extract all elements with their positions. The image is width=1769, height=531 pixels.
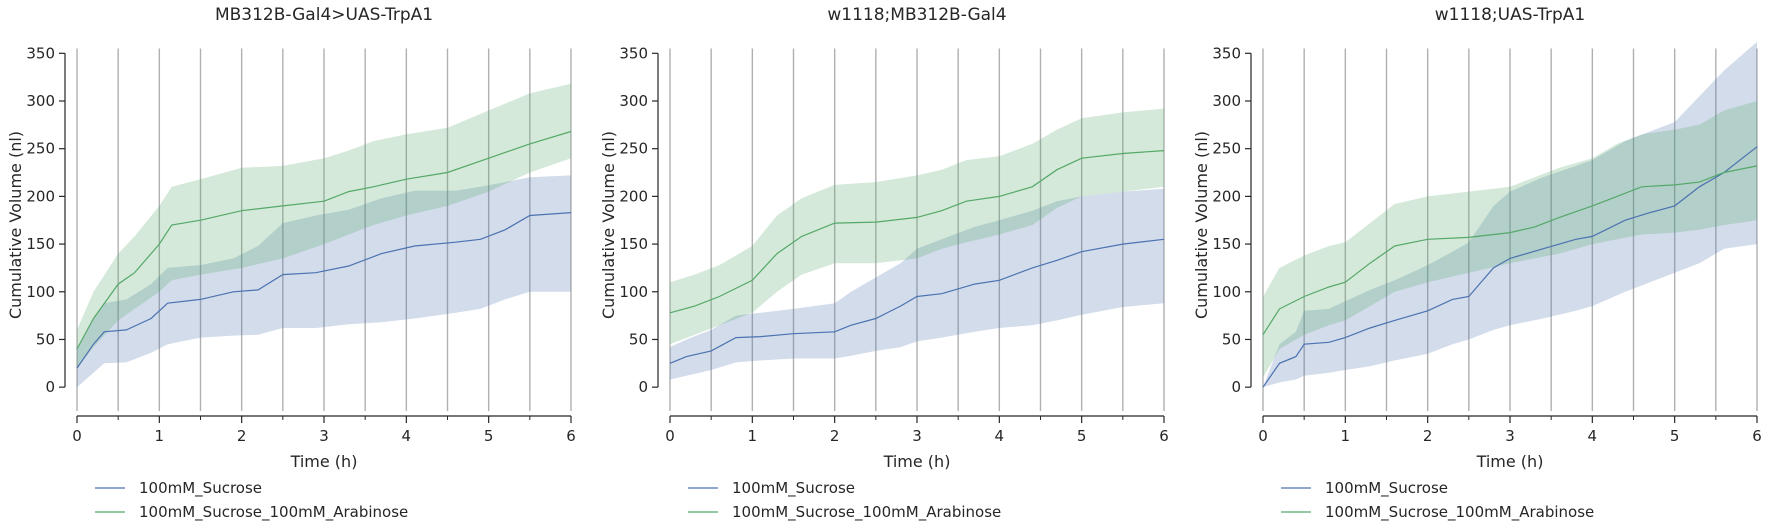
y-tick-label: 150: [619, 235, 648, 253]
y-tick-label: 300: [26, 92, 55, 110]
y-tick-label: 150: [1212, 235, 1241, 253]
y-tick-label: 100: [619, 283, 648, 301]
x-axis-label: Time (h): [290, 452, 358, 471]
chart-panel-3: 0 50 100 150 200 250 300 350 0 1 2 3 4 5 6 w1118;UAS-Tr…: [1192, 5, 1762, 522]
y-tick-label: 300: [1212, 92, 1241, 110]
legend-label: 100mM_Sucrose_100mM_Arabinose: [139, 503, 408, 522]
y-tick-label: 350: [619, 44, 648, 62]
confidence-band-arabinose: [1263, 101, 1757, 378]
confidence-band-arabinose: [670, 108, 1164, 345]
x-tick-label: 6: [1752, 427, 1762, 445]
x-tick-label: 2: [237, 427, 247, 445]
y-tick-label: 350: [26, 44, 55, 62]
series-line-arabinose: [1262, 165, 1758, 336]
legend-label: 100mM_Sucrose: [139, 479, 262, 498]
legend-label: 100mM_Sucrose_100mM_Arabinose: [1325, 503, 1594, 522]
x-tick-label: 6: [1159, 427, 1169, 445]
confidence-band-sucrose: [1263, 41, 1757, 388]
series-line-sucrose: [1262, 146, 1758, 388]
series-line-arabinose: [76, 130, 572, 350]
chart-title: w1118;UAS-TrpA1: [1435, 5, 1585, 25]
x-tick-label: 5: [1670, 427, 1680, 445]
y-tick-label: 100: [1212, 283, 1241, 301]
x-tick-label: 5: [484, 427, 494, 445]
x-tick-label: 2: [1423, 427, 1433, 445]
y-tick-label: 50: [629, 330, 648, 348]
y-tick-label: 0: [638, 378, 648, 396]
x-tick-label: 2: [830, 427, 840, 445]
y-tick-label: 200: [26, 187, 55, 205]
y-tick-label: 250: [26, 140, 55, 158]
x-tick-label: 4: [1588, 427, 1598, 445]
y-tick-label: 0: [1231, 378, 1241, 396]
y-tick-label: 200: [619, 187, 648, 205]
confidence-band-arabinose: [77, 83, 571, 369]
x-tick-label: 4: [995, 427, 1005, 445]
series-line-sucrose: [669, 238, 1165, 364]
legend-label: 100mM_Sucrose: [1325, 479, 1448, 498]
x-tick-label: 1: [1341, 427, 1351, 445]
y-tick-label: 300: [619, 92, 648, 110]
y-tick-label: 0: [45, 378, 55, 396]
legend: 100mM_Sucrose 100mM_Sucrose_100mM_Arabino…: [1281, 479, 1594, 522]
legend: 100mM_Sucrose 100mM_Sucrose_100mM_Arabino…: [95, 479, 408, 522]
x-axis-label: Time (h): [883, 452, 951, 471]
confidence-band-sucrose: [670, 188, 1164, 380]
x-tick-label: 1: [155, 427, 165, 445]
y-tick-label: 350: [1212, 44, 1241, 62]
legend-label: 100mM_Sucrose: [732, 479, 855, 498]
chart-title: w1118;MB312B-Gal4: [827, 5, 1006, 25]
x-tick-label: 0: [665, 427, 675, 445]
x-tick-label: 4: [402, 427, 412, 445]
y-tick-label: 50: [1222, 330, 1241, 348]
y-tick-label: 150: [26, 235, 55, 253]
x-tick-label: 0: [72, 427, 82, 445]
x-tick-label: 1: [748, 427, 758, 445]
x-tick-label: 0: [1258, 427, 1268, 445]
x-tick-label: 5: [1077, 427, 1087, 445]
y-axis-label: Cumulative Volume (nl): [6, 131, 25, 319]
x-tick-label: 3: [1505, 427, 1515, 445]
y-tick-label: 50: [36, 330, 55, 348]
x-tick-label: 3: [319, 427, 329, 445]
chart-panel-1: 0 50 100 150 200 250 300 350 0 1 2 3 4 5 6 MB312B-Gal4>…: [6, 5, 576, 522]
x-axis-label: Time (h): [1476, 452, 1544, 471]
series-line-sucrose: [76, 212, 572, 369]
series-line-arabinose: [669, 150, 1165, 314]
confidence-band-sucrose: [77, 175, 571, 388]
y-axis-label: Cumulative Volume (nl): [1192, 131, 1211, 319]
y-tick-label: 100: [26, 283, 55, 301]
y-tick-label: 250: [619, 140, 648, 158]
y-tick-label: 250: [1212, 140, 1241, 158]
chart-title: MB312B-Gal4>UAS-TrpA1: [215, 5, 433, 25]
x-tick-label: 6: [566, 427, 576, 445]
x-tick-label: 3: [912, 427, 922, 445]
chart-panel-2: 0 50 100 150 200 250 300 350 0 1 2 3 4 5 6 w1118;MB312B…: [599, 5, 1169, 522]
legend-label: 100mM_Sucrose_100mM_Arabinose: [732, 503, 1001, 522]
legend: 100mM_Sucrose 100mM_Sucrose_100mM_Arabino…: [688, 479, 1001, 522]
y-axis-label: Cumulative Volume (nl): [599, 131, 618, 319]
y-tick-label: 200: [1212, 187, 1241, 205]
